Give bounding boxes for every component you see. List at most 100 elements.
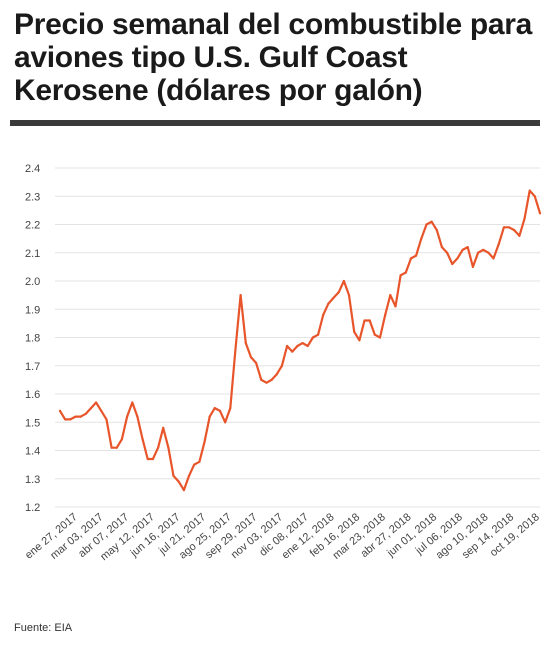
y-tick-label: 2.1: [25, 248, 40, 260]
data-point: [507, 226, 511, 229]
chart-grid: [55, 167, 540, 508]
data-point: [430, 220, 433, 223]
data-point: [513, 229, 516, 232]
data-point: [157, 446, 160, 449]
y-tick-label: 1.9: [25, 304, 40, 316]
data-point: [270, 378, 273, 381]
data-point: [363, 319, 366, 322]
price-line: [58, 189, 542, 492]
y-tick-label: 2.4: [25, 163, 40, 175]
data-point: [446, 251, 449, 254]
data-point: [311, 336, 314, 339]
data-point: [69, 418, 72, 421]
data-point: [358, 339, 361, 342]
data-point: [234, 347, 237, 350]
y-tick-label: 1.4: [25, 446, 40, 458]
data-point: [389, 294, 392, 297]
data-point: [229, 407, 232, 410]
title-divider: [10, 120, 540, 126]
data-point: [84, 412, 87, 415]
data-point: [198, 460, 201, 463]
data-point: [64, 418, 67, 421]
data-point: [409, 257, 413, 260]
data-point: [79, 415, 82, 418]
data-point: [487, 251, 490, 254]
data-point: [456, 257, 459, 260]
data-point: [502, 226, 505, 229]
data-point: [136, 415, 139, 418]
data-point: [296, 344, 299, 348]
data-point: [146, 457, 149, 461]
data-point: [218, 409, 222, 412]
chart-series: [58, 189, 542, 492]
data-point: [538, 212, 542, 215]
data-point: [477, 251, 480, 254]
data-point: [384, 313, 387, 316]
data-point: [167, 446, 170, 449]
data-point: [203, 440, 206, 444]
data-point: [208, 415, 211, 418]
data-point: [471, 265, 474, 268]
data-point: [110, 446, 113, 449]
data-point: [162, 426, 165, 429]
data-point: [317, 333, 320, 336]
data-point: [120, 438, 123, 441]
data-point: [95, 401, 98, 404]
data-point: [275, 373, 278, 376]
data-point: [368, 319, 371, 322]
data-point: [239, 294, 242, 297]
data-point: [533, 195, 536, 198]
y-axis-ticks: 1.2 1.3 1.4 1.5 1.6 1.7 1.8 1.9 2.0 2.1 2.2 2.3 2.4: [25, 163, 40, 514]
y-tick-label: 1.7: [25, 361, 40, 373]
data-point: [131, 401, 134, 404]
data-point: [265, 381, 268, 384]
data-point: [172, 474, 175, 477]
data-point: [151, 457, 154, 461]
data-point: [182, 489, 185, 492]
data-point: [306, 344, 309, 348]
data-point: [213, 407, 216, 410]
data-point: [58, 409, 62, 412]
data-point: [342, 279, 345, 283]
data-point: [332, 296, 335, 299]
data-point: [177, 480, 180, 483]
data-point: [353, 330, 356, 333]
data-point: [301, 342, 304, 345]
data-point: [244, 342, 247, 345]
data-point: [461, 248, 464, 251]
y-tick-label: 1.8: [25, 333, 40, 345]
data-point: [187, 474, 191, 477]
data-point: [337, 291, 340, 294]
data-point: [394, 305, 397, 308]
y-tick-label: 1.5: [25, 417, 40, 429]
data-point: [260, 378, 263, 381]
data-point: [193, 463, 196, 466]
data-point: [105, 418, 108, 421]
data-point: [466, 246, 469, 249]
data-point: [373, 333, 376, 336]
y-tick-label: 2.3: [25, 191, 40, 203]
data-point: [482, 248, 485, 251]
data-point: [327, 302, 330, 305]
data-point: [435, 229, 438, 232]
data-point: [420, 237, 423, 240]
data-point: [249, 356, 253, 359]
source-note: Fuente: EIA: [14, 622, 73, 634]
data-point: [451, 262, 454, 266]
data-point: [126, 415, 129, 418]
data-point: [322, 313, 325, 316]
chart-title: Precio semanal del combustible para avio…: [14, 8, 533, 107]
data-point: [399, 274, 402, 277]
data-point: [425, 223, 428, 226]
data-point: [141, 438, 144, 441]
data-point: [404, 271, 407, 274]
data-point: [74, 415, 77, 418]
data-point: [255, 361, 258, 364]
data-point: [347, 294, 351, 297]
data-point: [497, 243, 500, 246]
data-point: [440, 246, 443, 249]
data-point: [492, 257, 495, 260]
data-point: [286, 344, 289, 348]
data-point: [115, 446, 118, 449]
line-chart: 1.21.31.41.51.61.71.81.92.02.12.22.32.4 …: [23, 163, 542, 563]
